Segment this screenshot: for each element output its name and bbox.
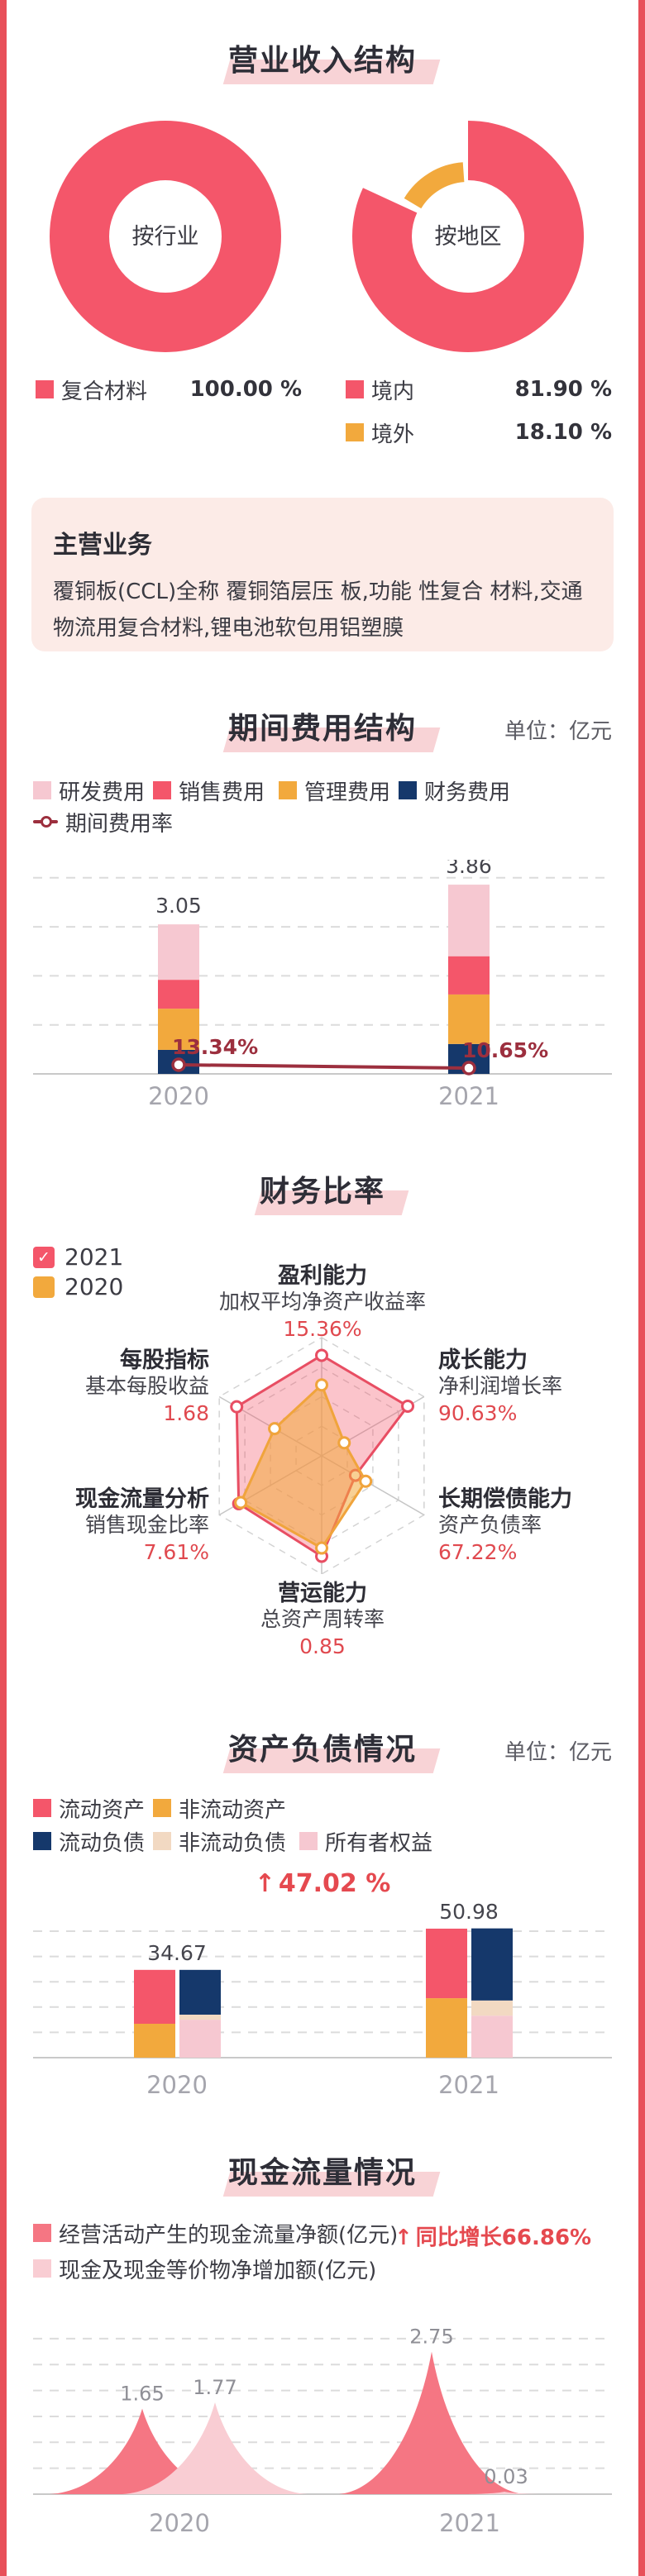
legend-swatch xyxy=(279,781,297,799)
main-business-card: 主营业务 覆铜板(CCL)全称 覆铜箔层压 板,功能 性复合 材料,交通物流用复… xyxy=(31,498,614,651)
svg-text:1.77: 1.77 xyxy=(193,2376,236,2399)
main-business-body: 覆铜板(CCL)全称 覆铜箔层压 板,功能 性复合 材料,交通物流用复合材料,锂… xyxy=(53,580,583,641)
legend-swatch xyxy=(33,2259,51,2278)
unit-label: 单位：亿元 xyxy=(504,719,612,744)
svg-text:3.05: 3.05 xyxy=(155,894,202,918)
legend-label: 境内 xyxy=(371,379,415,404)
section-title-period-expense: 期间费用结构 xyxy=(0,704,645,747)
main-business-title: 主营业务 xyxy=(53,531,152,560)
legend-swatch xyxy=(153,1832,171,1850)
legend-swatch xyxy=(33,1832,51,1850)
balance-sheet-grouped-bar-chart: 34.67 2020 50.98 2021 xyxy=(33,1900,612,2099)
legend-overseas: 境外 18.10 % xyxy=(346,420,612,447)
legend-swatch xyxy=(153,1799,171,1817)
legend-net-cash-increase: 现金及现金等价物净增加额(亿元) xyxy=(33,2256,376,2283)
right-border-strip xyxy=(638,0,645,2576)
revenue-donut-charts: 按行业 按地区 xyxy=(50,121,585,352)
legend-expense-ratio-line: 期间费用率 xyxy=(33,809,173,837)
section-title-cashflow: 现金流量情况 xyxy=(0,2149,645,2192)
cashflow-growth-badge: ↑ 同比增长66.86% xyxy=(394,2225,592,2250)
legend-operating-cashflow: 经营活动产生的现金流量净额(亿元) xyxy=(33,2221,398,2248)
svg-text:10.65%: 10.65% xyxy=(462,1038,548,1062)
section-title-ratios: 财务比率 xyxy=(0,1167,645,1210)
svg-text:1.65: 1.65 xyxy=(120,2383,164,2406)
legend-rd-expense: 研发费用 xyxy=(33,778,145,805)
svg-text:2021: 2021 xyxy=(438,2071,499,2099)
legend-year-2021: ✓ 2021 xyxy=(33,1243,123,1271)
legend-sales-expense: 销售费用 xyxy=(153,778,265,805)
section-title-revenue: 营业收入结构 xyxy=(0,36,645,79)
svg-text:2021: 2021 xyxy=(438,1082,499,1110)
svg-text:按行业: 按行业 xyxy=(132,224,199,250)
legend-value: 18.10 % xyxy=(514,420,612,445)
legend-year-2020: 2020 xyxy=(33,1273,123,1300)
svg-text:3.86: 3.86 xyxy=(446,860,492,878)
legend-current-assets: 流动资产 xyxy=(33,1796,145,1823)
left-border-strip xyxy=(0,0,7,2576)
legend-swatch xyxy=(399,781,417,799)
financial-ratio-radar-chart xyxy=(218,1337,425,1575)
svg-text:按地区: 按地区 xyxy=(435,224,502,250)
period-expense-stacked-bar-chart: 3.05 2020 3.86 2021 13.34% 10.65% xyxy=(33,860,612,1110)
legend-swatch xyxy=(33,2224,51,2242)
svg-text:0.03: 0.03 xyxy=(484,2465,528,2488)
balance-growth-badge: ↑ 47.02 % xyxy=(254,1869,391,1898)
line-marker-icon xyxy=(33,816,58,828)
up-arrow-icon: ↑ xyxy=(394,2225,413,2250)
legend-swatch xyxy=(299,1832,318,1850)
section-title-balance: 资产负债情况 xyxy=(0,1725,645,1768)
unit-label: 单位：亿元 xyxy=(504,1740,612,1765)
radar-label-profitability: 盈利能力 加权平均净资产收益率 15.36% xyxy=(218,1263,426,1341)
radar-label-solvency: 长期偿债能力 资产负债率 67.22% xyxy=(438,1486,572,1564)
svg-text:2021: 2021 xyxy=(439,2509,500,2537)
svg-text:50.98: 50.98 xyxy=(439,1900,499,1924)
radar-label-per-share: 每股指标 基本每股收益 1.68 xyxy=(84,1348,209,1425)
legend-value: 100.00 % xyxy=(189,377,302,402)
legend-finance-expense: 财务费用 xyxy=(399,778,510,805)
legend-swatch xyxy=(346,380,364,398)
legend-admin-expense: 管理费用 xyxy=(279,778,390,805)
legend-owners-equity: 所有者权益 xyxy=(299,1829,432,1856)
radar-label-cashflow-analysis: 现金流量分析 销售现金比率 7.61% xyxy=(75,1486,209,1564)
legend-noncurrent-liabilities: 非流动负债 xyxy=(153,1829,286,1856)
legend-value: 81.90 % xyxy=(514,377,612,402)
legend-noncurrent-assets: 非流动资产 xyxy=(153,1796,286,1823)
legend-composite-material: 复合材料 100.00 % xyxy=(36,377,302,404)
legend-label: 境外 xyxy=(371,422,415,447)
legend-swatch xyxy=(153,781,171,799)
svg-text:34.67: 34.67 xyxy=(147,1941,207,1965)
legend-label: 复合材料 xyxy=(61,379,148,404)
svg-text:2.75: 2.75 xyxy=(409,2326,453,2349)
legend-swatch xyxy=(33,1799,51,1817)
svg-text:2020: 2020 xyxy=(149,2509,210,2537)
svg-text:2020: 2020 xyxy=(146,2071,208,2099)
legend-domestic: 境内 81.90 % xyxy=(346,377,612,404)
cash-flow-peak-chart: 1.65 1.77 2020 2.75 0.03 2021 xyxy=(33,2326,612,2537)
legend-swatch xyxy=(36,380,54,398)
legend-swatch xyxy=(346,423,364,441)
swatch-icon xyxy=(33,1276,55,1298)
check-icon: ✓ xyxy=(33,1246,55,1268)
svg-text:13.34%: 13.34% xyxy=(172,1035,258,1059)
legend-swatch xyxy=(33,781,51,799)
radar-label-growth: 成长能力 净利润增长率 90.63% xyxy=(438,1348,563,1425)
svg-text:2020: 2020 xyxy=(148,1082,209,1110)
radar-label-operation: 营运能力 总资产周转率 0.85 xyxy=(260,1581,385,1658)
up-arrow-icon: ↑ xyxy=(254,1869,275,1898)
legend-current-liabilities: 流动负债 xyxy=(33,1829,145,1856)
